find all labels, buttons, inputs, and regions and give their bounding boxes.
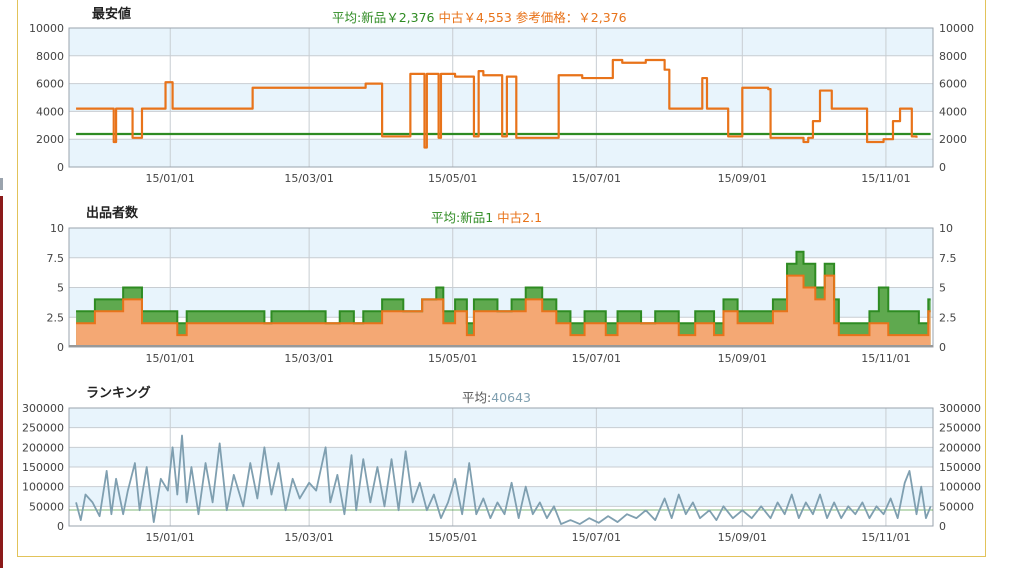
y-tick-label-right: 10000 xyxy=(939,22,974,35)
x-tick-label: 15/01/01 xyxy=(146,172,195,185)
x-tick-label: 15/07/01 xyxy=(572,352,621,365)
plot-band xyxy=(69,28,933,56)
y-tick-label-right: 150000 xyxy=(939,461,981,474)
y-tick-label-left: 300000 xyxy=(22,402,64,415)
chart-panel-3: 0 0 50000 50000 100000 100000 150000 150000 2000… xyxy=(22,385,981,544)
x-tick-label: 15/07/01 xyxy=(572,531,621,544)
series-line-used xyxy=(76,274,931,337)
y-tick-label-left: 6000 xyxy=(36,78,64,91)
y-tick-label-right: 2000 xyxy=(939,133,967,146)
summary-part: 中古2.1 xyxy=(497,210,542,225)
y-tick-label-left: 0 xyxy=(57,341,64,354)
plot-border xyxy=(68,27,934,168)
summary-part: 平均: xyxy=(462,390,491,405)
x-tick-label: 15/07/01 xyxy=(572,172,621,185)
y-tick-label-left: 150000 xyxy=(22,461,64,474)
summary-part: 平均: xyxy=(332,10,361,25)
x-tick-label: 15/11/01 xyxy=(861,352,910,365)
summary-part: 参考価格：￥2,376 xyxy=(516,10,627,25)
x-tick-label: 15/01/01 xyxy=(146,352,195,365)
y-tick-label-right: 4000 xyxy=(939,105,967,118)
chart-title: 最安値 xyxy=(92,6,131,22)
y-tick-label-left: 0 xyxy=(57,520,64,533)
left-page-strip xyxy=(0,0,17,568)
y-tick-label-right: 100000 xyxy=(939,481,981,494)
chart-summary: 平均:新品1 中古2.1 xyxy=(431,210,542,225)
left-accent-bar xyxy=(0,196,3,568)
x-tick-label: 15/03/01 xyxy=(284,531,333,544)
y-tick-label-left: 10 xyxy=(50,222,64,235)
y-tick-label-left: 2.5 xyxy=(47,311,65,324)
plot-band xyxy=(69,55,933,84)
summary-part: 平均: xyxy=(431,210,460,225)
series-line-used xyxy=(76,58,918,149)
plot-band xyxy=(69,83,933,112)
y-tick-label-left: 8000 xyxy=(36,50,64,63)
x-tick-label: 15/09/01 xyxy=(718,352,767,365)
left-scroll-marker xyxy=(0,178,3,190)
y-tick-label-left: 250000 xyxy=(22,422,64,435)
y-tick-label-right: 10 xyxy=(939,222,953,235)
plot-border xyxy=(68,407,934,527)
y-tick-label-right: 8000 xyxy=(939,50,967,63)
y-tick-label-right: 0 xyxy=(939,341,946,354)
y-tick-label-right: 2.5 xyxy=(939,311,957,324)
plot-band xyxy=(69,467,933,487)
x-tick-label: 15/05/01 xyxy=(428,531,477,544)
y-tick-label-right: 300000 xyxy=(939,402,981,415)
y-tick-label-left: 10000 xyxy=(29,22,64,35)
y-tick-label-left: 100000 xyxy=(22,481,64,494)
chart-panel-2: 0 0 2.5 2.5 5 5 7.5 7.5 10 10 15/01/01 15/03/01 15/0… xyxy=(47,205,957,365)
y-tick-label-right: 0 xyxy=(939,520,946,533)
y-tick-label-right: 6000 xyxy=(939,78,967,91)
plot-band xyxy=(69,506,933,526)
y-tick-label-left: 5 xyxy=(57,282,64,295)
y-tick-label-left: 0 xyxy=(57,161,64,174)
summary-part: 新品￥2,376 xyxy=(361,10,434,25)
plot-band xyxy=(69,228,933,258)
plot-band xyxy=(69,408,933,428)
plot-band xyxy=(69,486,933,507)
summary-part: 中古￥4,553 xyxy=(439,10,512,25)
y-tick-label-right: 5 xyxy=(939,282,946,295)
x-tick-label: 15/03/01 xyxy=(284,352,333,365)
x-tick-label: 15/03/01 xyxy=(284,172,333,185)
y-tick-label-right: 250000 xyxy=(939,422,981,435)
x-tick-label: 15/09/01 xyxy=(718,531,767,544)
y-tick-label-left: 4000 xyxy=(36,105,64,118)
x-tick-label: 15/09/01 xyxy=(718,172,767,185)
summary-part: 40643 xyxy=(491,390,531,405)
y-tick-label-right: 0 xyxy=(939,161,946,174)
y-tick-label-left: 7.5 xyxy=(47,252,65,265)
plot-band xyxy=(69,447,933,467)
x-tick-label: 15/05/01 xyxy=(428,172,477,185)
y-tick-label-right: 7.5 xyxy=(939,252,957,265)
x-tick-label: 15/11/01 xyxy=(861,172,910,185)
plot-band xyxy=(69,427,933,448)
y-tick-label-left: 200000 xyxy=(22,441,64,454)
chart-panel-1: 0 0 2000 2000 4000 4000 6000 6000 8000 8000 10000 1… xyxy=(29,6,974,185)
x-tick-label: 15/05/01 xyxy=(428,352,477,365)
chart-title: 出品者数 xyxy=(86,205,139,221)
y-tick-label-right: 200000 xyxy=(939,441,981,454)
y-tick-label-left: 2000 xyxy=(36,133,64,146)
summary-part: 新品1 xyxy=(460,210,493,225)
chart-title: ランキング xyxy=(86,385,151,401)
series-line-rank xyxy=(75,434,932,525)
x-tick-label: 15/01/01 xyxy=(146,531,195,544)
chart-summary: 平均:新品￥2,376 中古￥4,553 参考価格：￥2,376 xyxy=(332,10,627,25)
y-tick-label-left: 50000 xyxy=(29,500,64,513)
chart-summary: 平均:40643 xyxy=(462,390,531,405)
y-tick-label-right: 50000 xyxy=(939,500,974,513)
plot-band xyxy=(69,139,933,167)
x-tick-label: 15/11/01 xyxy=(861,531,910,544)
